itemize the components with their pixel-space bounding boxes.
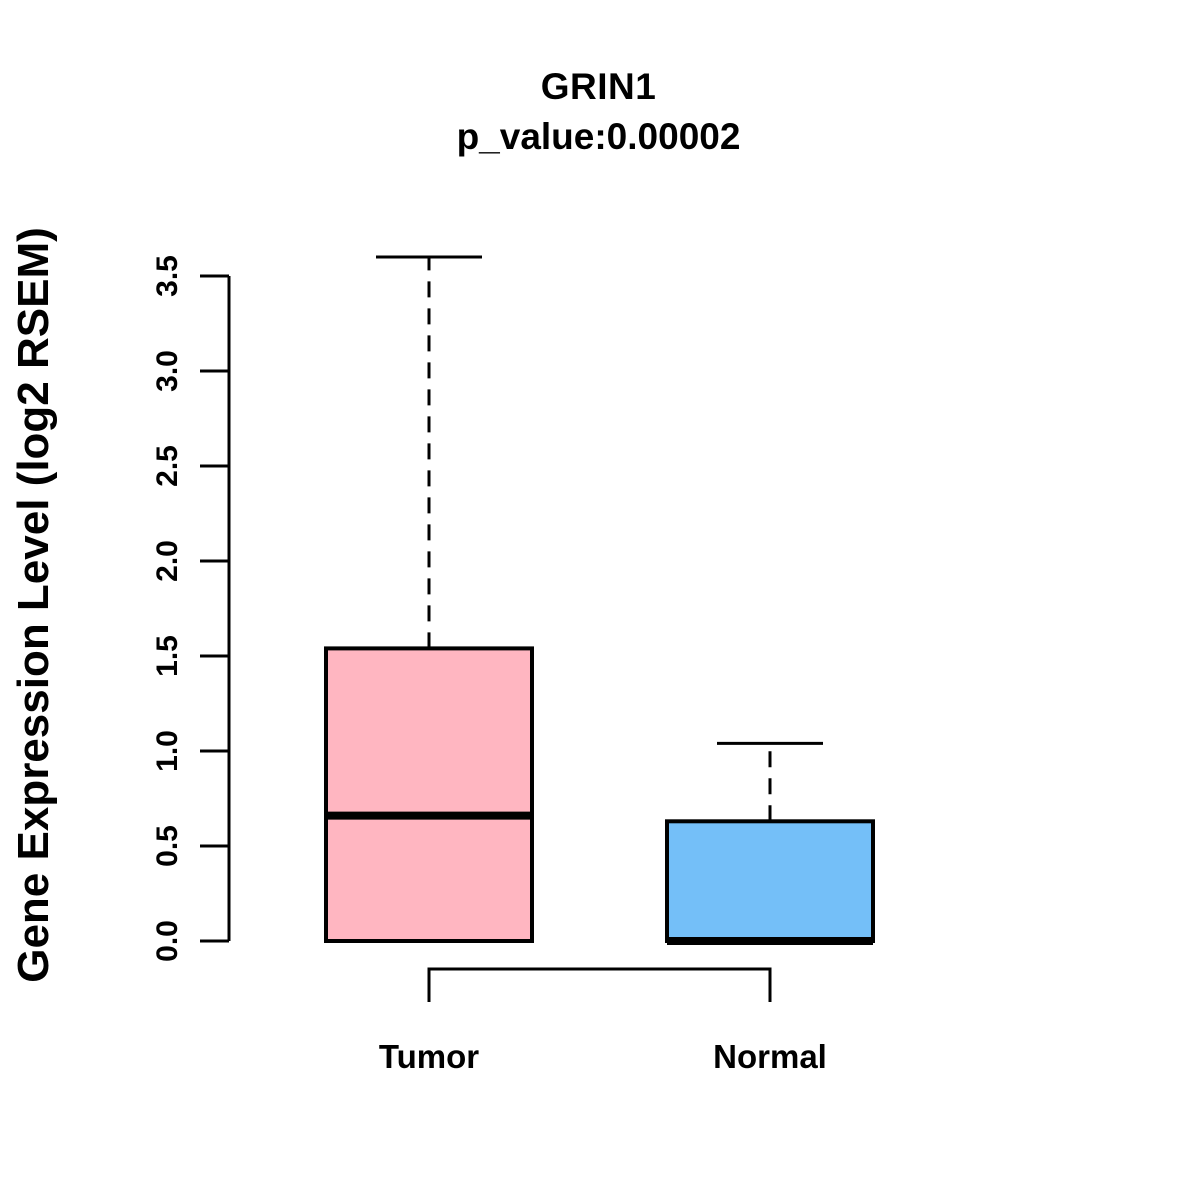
y-tick-label: 1.0 — [151, 730, 184, 772]
x-category-label-tumor: Tumor — [379, 1038, 479, 1075]
x-category-label-normal: Normal — [713, 1038, 827, 1075]
box-tumor — [324, 646, 534, 944]
y-tick-label: 3.0 — [151, 350, 184, 392]
y-tick-label: 0.0 — [151, 920, 184, 962]
y-tick-label: 2.5 — [151, 445, 184, 487]
chart-title: GRIN1 — [540, 66, 657, 107]
y-tick-label: 1.5 — [151, 635, 184, 677]
y-tick-label: 3.5 — [151, 255, 184, 297]
y-tick-label: 2.0 — [151, 540, 184, 582]
comparison-bracket — [427, 967, 772, 1002]
chart-subtitle: p_value:0.00002 — [456, 116, 741, 157]
y-tick-label: 0.5 — [151, 825, 184, 867]
box-normal — [665, 819, 875, 943]
